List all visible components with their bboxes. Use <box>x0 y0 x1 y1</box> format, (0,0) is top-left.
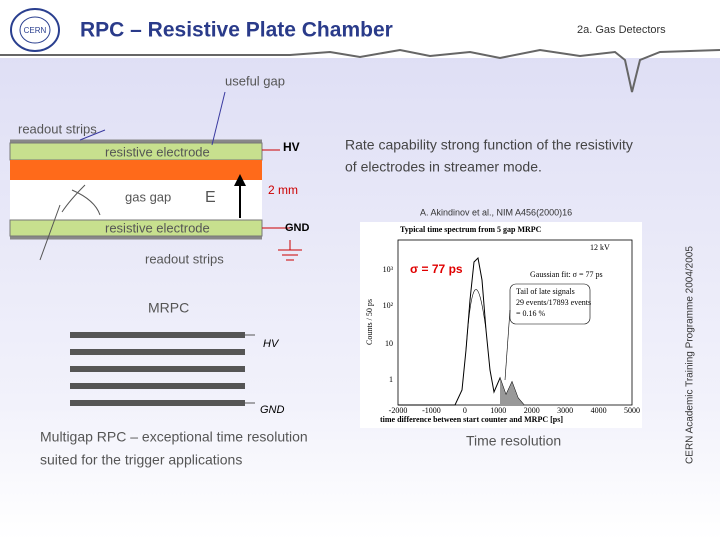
plot-label: Gaussian fit: σ = 77 ps <box>530 270 603 279</box>
label: HV <box>263 338 280 350</box>
y-axis-label: Counts / 50 ps <box>365 299 374 345</box>
label: GND <box>260 404 285 416</box>
time-spectrum: Typical time spectrum from 5 gap MRPC 12… <box>360 222 642 428</box>
label: MRPC <box>148 300 189 316</box>
label: HV <box>283 140 300 154</box>
y-tick-label: 10² <box>383 301 394 310</box>
x-tick-label: 5000 <box>624 406 640 415</box>
y-tick-label: 1 <box>389 375 393 384</box>
label: GND <box>285 222 310 234</box>
x-axis-label: time difference between start counter an… <box>380 415 563 424</box>
label: useful gap <box>225 73 285 88</box>
plot-label: 12 kV <box>590 243 610 252</box>
y-tick-label: 10 <box>385 339 393 348</box>
y-tick-label: 10³ <box>383 265 394 274</box>
plot-label: = 0.16 % <box>516 309 546 318</box>
plot-title: Typical time spectrum from 5 gap MRPC <box>400 225 542 234</box>
logo: CERN <box>10 8 60 52</box>
x-tick-label: -2000 <box>389 406 408 415</box>
mrpc-diagram: MRPC HV GND Multigap RPC – exceptional t… <box>40 300 308 468</box>
x-tick-label: 3000 <box>557 406 573 415</box>
title: RPC – Resistive Plate Chamber <box>80 19 393 42</box>
label: resistive electrode <box>105 220 210 235</box>
section: 2a. Gas Detectors <box>577 24 666 36</box>
reference: A. Akindinov et al., NIM A456(2000)16 <box>420 207 572 217</box>
label: readout strips <box>145 251 224 266</box>
label: resistive electrode <box>105 144 210 159</box>
header-signal <box>0 48 720 93</box>
label: E <box>205 189 216 206</box>
header-band <box>0 0 720 58</box>
plot-label: 29 events/17893 events <box>516 298 591 307</box>
plot-label: Tail of late signals <box>516 287 575 296</box>
x-tick-label: 2000 <box>524 406 540 415</box>
logo-text: CERN <box>24 26 47 35</box>
label: gas gap <box>125 189 171 204</box>
caption: Time resolution <box>466 433 561 449</box>
x-tick-label: 1000 <box>490 406 506 415</box>
text-line: of electrodes in streamer mode. <box>345 159 542 175</box>
x-tick-label: -1000 <box>422 406 441 415</box>
label: 2 mm <box>268 183 298 197</box>
rpc-diagram: readout strips useful gap resistive elec… <box>9 73 310 266</box>
caption: Multigap RPC – exceptional time resoluti… <box>40 429 308 445</box>
sigma: σ = 77 ps <box>410 262 463 276</box>
caption: suited for the trigger applications <box>40 452 242 468</box>
label: readout strips <box>18 121 97 136</box>
x-tick-label: 4000 <box>591 406 607 415</box>
side-note: CERN Academic Training Programme 2004/20… <box>685 246 696 464</box>
x-tick-label: 0 <box>463 406 467 415</box>
text-line: Rate capability strong function of the r… <box>345 137 633 153</box>
